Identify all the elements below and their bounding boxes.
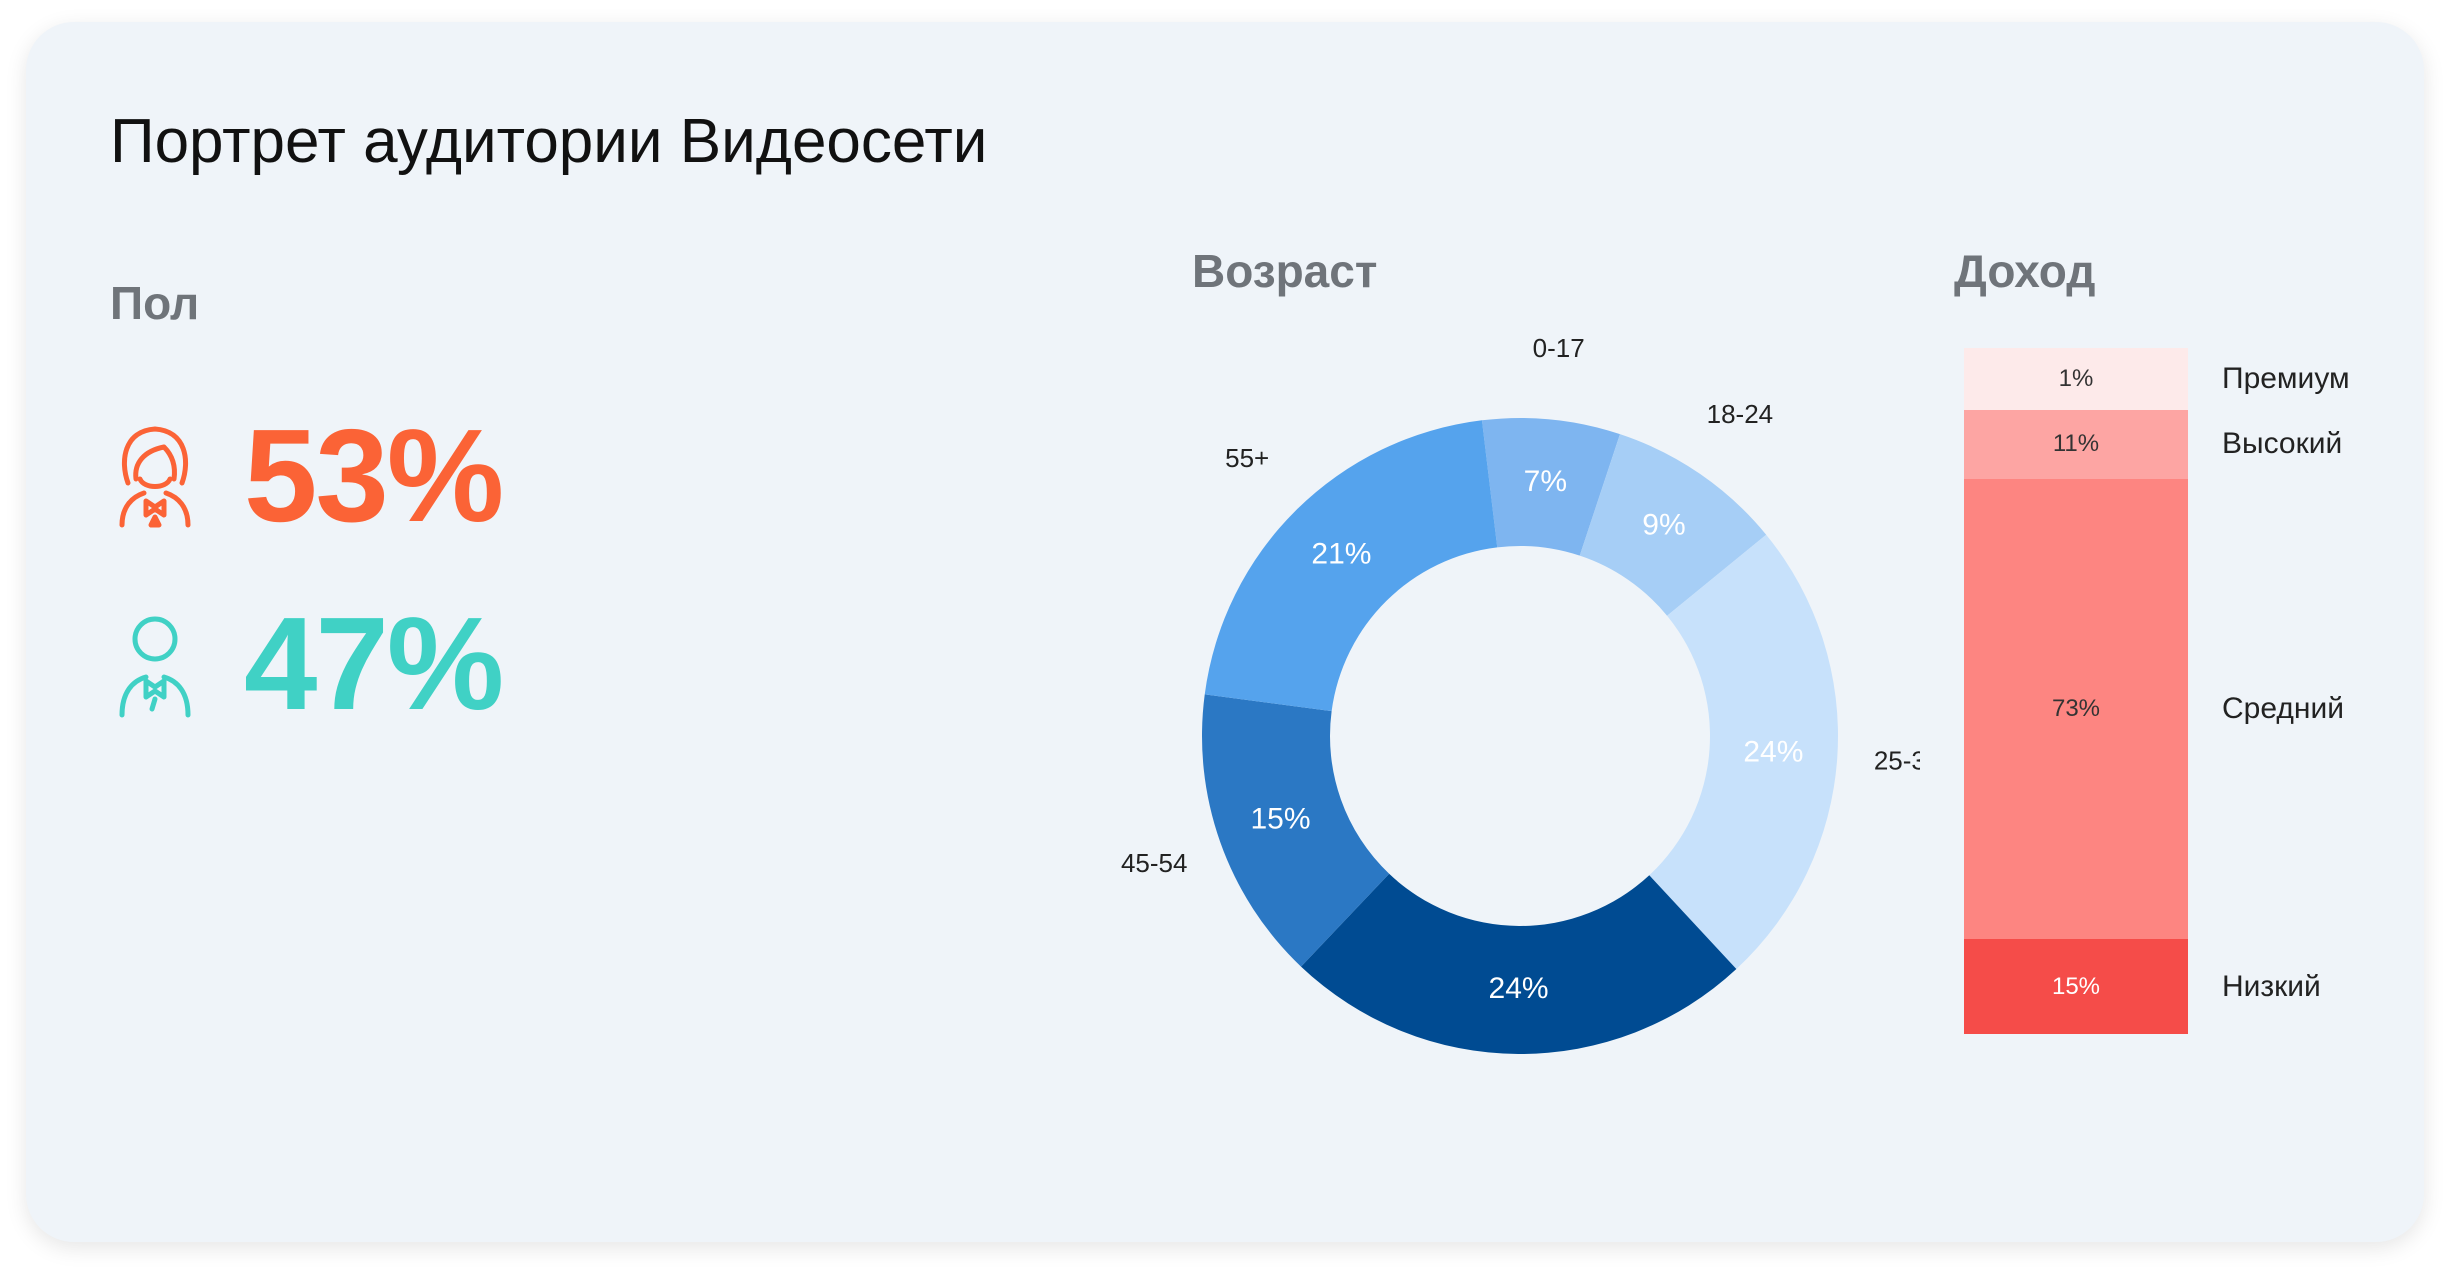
- donut-category-label: 55+: [1225, 443, 1269, 473]
- donut-slice-25-34: [1649, 534, 1838, 970]
- donut-value-label: 21%: [1311, 537, 1371, 570]
- donut-value-label: 7%: [1524, 465, 1567, 498]
- female-stat: 53%: [110, 400, 504, 551]
- income-segment-Низкий: 15%: [1964, 939, 2188, 1034]
- donut-value-label: 24%: [1489, 972, 1549, 1005]
- page-title: Портрет аудитории Видеосети: [110, 107, 988, 176]
- female-percent: 53%: [244, 402, 504, 549]
- donut-value-label: 9%: [1642, 509, 1685, 542]
- donut-category-label: 25-34: [1874, 745, 1920, 775]
- age-section-label: Возраст: [1192, 245, 1378, 297]
- donut-slice-0-17: [1481, 418, 1620, 556]
- donut-slice-55+: [1204, 420, 1498, 712]
- income-segment-Средний: 73%: [1964, 479, 2188, 940]
- donut-value-label: 15%: [1251, 803, 1311, 836]
- donut-slice-18-24: [1579, 434, 1767, 616]
- income-stacked-bar: 1% Премиум 11% Высокий 73% Средний 15% Низкий: [1964, 348, 2384, 1034]
- donut-slice-35-44: [1301, 873, 1737, 1054]
- age-donut-chart: 7%0-179%18-2424%25-3424%35-4415%45-5421%…: [1121, 333, 1920, 1054]
- donut-category-label: 18-24: [1707, 399, 1774, 429]
- income-section-label: Доход: [1954, 245, 2096, 297]
- income-category-label: Низкий: [2222, 969, 2321, 1003]
- female-person-icon: [110, 421, 200, 531]
- donut-value-label: 24%: [1743, 735, 1803, 768]
- income-segment-Высокий: 11%: [1964, 409, 2188, 480]
- income-segment-Премиум: 1%: [1964, 348, 2188, 410]
- male-stat: 47%: [110, 588, 504, 739]
- donut-category-label: 45-54: [1121, 848, 1188, 878]
- donut-slice-45-54: [1202, 694, 1390, 967]
- male-person-icon: [110, 609, 200, 719]
- income-category-label: Высокий: [2222, 427, 2343, 461]
- income-category-label: Средний: [2222, 692, 2344, 726]
- gender-section-label: Пол: [110, 277, 200, 329]
- income-category-label: Премиум: [2222, 361, 2350, 395]
- donut-category-label: 0-17: [1533, 333, 1585, 363]
- male-percent: 47%: [244, 590, 504, 737]
